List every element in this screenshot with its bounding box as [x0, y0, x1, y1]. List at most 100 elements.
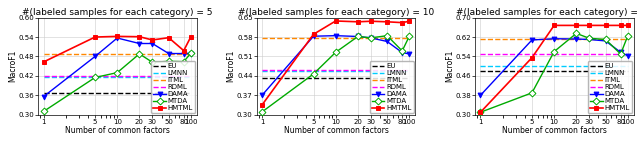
Line: MTDA: MTDA: [260, 33, 412, 114]
HMTML: [477, 111, 484, 113]
EU: [165, 92, 173, 94]
RDML: [624, 53, 632, 55]
RDML: [572, 53, 580, 55]
MTDA: [572, 32, 580, 34]
ITML: [528, 39, 536, 40]
EU: [92, 92, 99, 94]
RDML: [113, 75, 121, 76]
RDML: [383, 69, 391, 71]
HMTML: [180, 50, 188, 51]
LMNN: [92, 77, 99, 78]
RDML: [406, 69, 413, 71]
Line: HMTML: HMTML: [41, 34, 193, 64]
Title: #(labeled samples for each category) = 15: #(labeled samples for each category) = 1…: [456, 8, 640, 17]
LMNN: [572, 65, 580, 67]
RDML: [367, 69, 374, 71]
MTDA: [180, 61, 188, 62]
ITML: [136, 53, 143, 55]
DAMA: [180, 53, 188, 54]
DAMA: [586, 39, 593, 40]
ITML: [398, 37, 406, 39]
HMTML: [165, 37, 173, 39]
ITML: [406, 37, 413, 39]
X-axis label: Number of common factors: Number of common factors: [284, 126, 388, 135]
Legend: EU, LMNN, ITML, RDML, DAMA, MTDA, HMTML: EU, LMNN, ITML, RDML, DAMA, MTDA, HMTML: [370, 61, 414, 113]
LMNN: [367, 71, 374, 72]
DAMA: [367, 37, 374, 39]
MTDA: [332, 51, 340, 53]
DAMA: [187, 53, 195, 54]
MTDA: [258, 111, 266, 113]
LMNN: [180, 77, 188, 78]
HMTML: [586, 25, 593, 26]
RDML: [180, 75, 188, 76]
RDML: [528, 53, 536, 55]
ITML: [367, 37, 374, 39]
HMTML: [624, 25, 632, 26]
MTDA: [113, 72, 121, 74]
MTDA: [148, 61, 156, 63]
MTDA: [354, 36, 362, 37]
EU: [180, 92, 188, 94]
RDML: [398, 69, 406, 71]
ITML: [258, 37, 266, 39]
RDML: [617, 53, 625, 55]
DAMA: [136, 43, 143, 44]
DAMA: [398, 52, 406, 54]
EU: [148, 92, 156, 94]
DAMA: [617, 51, 625, 53]
LMNN: [165, 77, 173, 78]
ITML: [354, 37, 362, 39]
HMTML: [602, 25, 609, 26]
ITML: [40, 53, 47, 55]
LMNN: [528, 65, 536, 67]
DAMA: [148, 43, 156, 44]
ITML: [113, 53, 121, 55]
Line: MTDA: MTDA: [41, 51, 193, 114]
LMNN: [586, 65, 593, 67]
DAMA: [550, 38, 558, 40]
HMTML: [258, 104, 266, 106]
RDML: [354, 69, 362, 71]
EU: [354, 77, 362, 79]
HMTML: [383, 21, 391, 23]
DAMA: [92, 56, 99, 57]
Line: DAMA: DAMA: [260, 33, 412, 98]
RDML: [40, 75, 47, 76]
HMTML: [617, 25, 625, 26]
HMTML: [40, 61, 47, 63]
MTDA: [310, 73, 317, 75]
LMNN: [258, 71, 266, 72]
ITML: [180, 53, 188, 55]
EU: [367, 77, 374, 79]
HMTML: [310, 33, 317, 35]
EU: [477, 70, 484, 71]
DAMA: [602, 40, 609, 42]
Legend: EU, LMNN, ITML, RDML, DAMA, MTDA, HMTML: EU, LMNN, ITML, RDML, DAMA, MTDA, HMTML: [588, 61, 632, 113]
LMNN: [354, 71, 362, 72]
LMNN: [398, 71, 406, 72]
RDML: [258, 69, 266, 71]
LMNN: [406, 71, 413, 72]
RDML: [477, 53, 484, 55]
X-axis label: Number of common factors: Number of common factors: [502, 126, 607, 135]
EU: [602, 70, 609, 71]
EU: [258, 77, 266, 79]
DAMA: [310, 35, 317, 37]
Line: MTDA: MTDA: [478, 31, 630, 115]
MTDA: [624, 35, 632, 37]
LMNN: [40, 77, 47, 78]
DAMA: [528, 39, 536, 41]
DAMA: [406, 53, 413, 55]
LMNN: [113, 77, 121, 78]
EU: [332, 77, 340, 79]
HMTML: [187, 36, 195, 38]
MTDA: [602, 39, 609, 40]
ITML: [187, 53, 195, 55]
MTDA: [528, 92, 536, 94]
EU: [398, 77, 406, 79]
ITML: [572, 39, 580, 40]
Y-axis label: MacroF1: MacroF1: [8, 50, 17, 82]
LMNN: [187, 77, 195, 78]
Line: DAMA: DAMA: [41, 36, 193, 99]
